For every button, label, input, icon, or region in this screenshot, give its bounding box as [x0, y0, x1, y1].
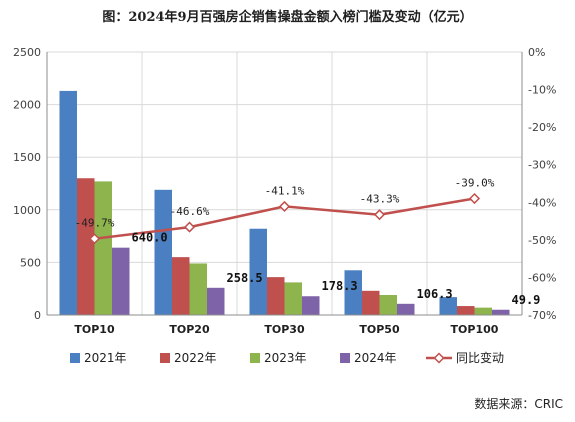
y-left-tick-label: 1000	[13, 204, 41, 217]
yoy-point-label: -46.6%	[170, 205, 210, 218]
bar	[94, 181, 112, 315]
bar	[59, 90, 77, 315]
y-left-tick-label: 0	[34, 309, 41, 322]
x-category-label: TOP50	[359, 323, 400, 336]
bar	[397, 303, 415, 315]
bars-layer	[59, 90, 510, 315]
line-layer	[88, 192, 481, 245]
chart-title: 图：2024年9月百强房企销售操盘金额入榜门槛及变动（亿元）	[102, 10, 473, 25]
x-category-label: TOP20	[169, 323, 210, 336]
bar-data-label: 106.3	[417, 287, 453, 301]
legend-swatch	[160, 353, 170, 363]
bar	[189, 263, 207, 315]
legend-swatch	[250, 353, 260, 363]
y-left-tick-label: 1500	[13, 151, 41, 164]
y-right-tick-label: 0%	[528, 46, 545, 59]
labels-layer: 640.0 258.5 178.3 106.3 49.9 -49.7% -46.6% -41.…	[75, 177, 541, 307]
bar	[302, 296, 320, 315]
bar	[344, 270, 362, 315]
y-right-tick-label: -30%	[528, 159, 556, 172]
y-left-tick-label: 2500	[13, 46, 41, 59]
bar	[362, 290, 380, 315]
legend-layer: 2021年 2022年 2023年 2024年 同比变动	[70, 350, 504, 365]
yoy-point-label: -43.3%	[360, 193, 400, 206]
bar	[172, 257, 190, 315]
bar	[154, 189, 172, 315]
yoy-point-label: -49.7%	[75, 217, 115, 230]
bar	[457, 306, 475, 315]
legend-label: 同比变动	[456, 350, 504, 365]
legend-label: 2023年	[264, 351, 307, 365]
legend-swatch	[340, 353, 350, 363]
y-right-tick-label: -60%	[528, 271, 556, 284]
bar	[474, 307, 492, 315]
bar	[112, 247, 130, 315]
bar	[492, 309, 510, 315]
legend-label: 2021年	[84, 351, 127, 365]
bar	[267, 277, 285, 315]
yoy-point-label: -41.1%	[265, 184, 305, 197]
x-category-label: TOP100	[451, 323, 499, 336]
legend-label: 2022年	[174, 351, 217, 365]
bar	[249, 228, 267, 315]
legend-line-marker	[433, 352, 445, 364]
bar-data-label: 49.9	[512, 293, 541, 307]
bar-data-label: 258.5	[227, 271, 263, 285]
bar	[379, 295, 397, 315]
y-right-tick-label: -20%	[528, 121, 556, 134]
y-right-tick-label: -70%	[528, 309, 556, 322]
yoy-point-marker	[468, 192, 481, 205]
legend-label: 2024年	[354, 351, 397, 365]
bar	[77, 178, 95, 315]
bar	[207, 287, 225, 315]
yoy-point-marker	[278, 200, 291, 212]
bar	[284, 282, 302, 315]
x-category-label: TOP30	[264, 323, 305, 336]
yoy-point-marker	[373, 209, 386, 221]
y-right-tick-label: -10%	[528, 84, 556, 97]
bar-data-label: 178.3	[322, 279, 358, 293]
bar	[439, 297, 457, 315]
source-note: 数据来源：CRIC	[474, 397, 563, 411]
yoy-point-label: -39.0%	[455, 177, 495, 190]
axes-layer: 0 500 1000 1500 2000 2500 0% -10% -20% -30% -40% -5…	[13, 46, 556, 336]
y-right-tick-label: -50%	[528, 234, 556, 247]
y-left-tick-label: 500	[20, 256, 41, 269]
legend-swatch	[70, 353, 80, 363]
yoy-point-marker	[88, 233, 101, 245]
y-left-tick-label: 2000	[13, 99, 41, 112]
x-category-label: TOP10	[74, 323, 115, 336]
y-right-tick-label: -40%	[528, 196, 556, 209]
bar-data-label: 640.0	[132, 231, 168, 245]
yoy-point-marker	[183, 221, 196, 233]
